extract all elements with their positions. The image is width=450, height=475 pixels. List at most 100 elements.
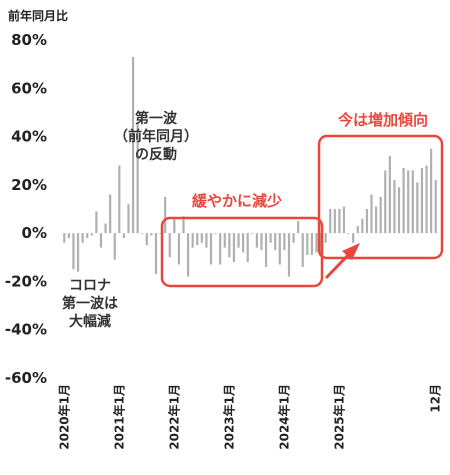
bar [338, 209, 341, 234]
bar [246, 233, 249, 263]
x-tick-label: 2025年1月 [331, 384, 346, 450]
y-tick-label: 80% [11, 31, 47, 49]
bar [141, 233, 144, 234]
x-axis-labels: 2020年1月 2021年1月 2022年1月 2023年1月 2024年1月 2025年… [56, 384, 442, 450]
x-tick-label: 2022年1月 [166, 384, 181, 450]
bar [109, 194, 112, 234]
x-tick-label: 2020年1月 [56, 384, 71, 450]
bar [329, 209, 332, 234]
y-tick-label: -60% [5, 369, 47, 387]
annotation-label: 今は増加傾向 [337, 111, 428, 129]
bar [113, 233, 116, 260]
bar [301, 233, 304, 267]
bar [104, 223, 107, 234]
x-tick-label: 2023年1月 [221, 384, 236, 450]
bar [154, 233, 158, 275]
bar [384, 170, 387, 234]
bar [411, 170, 414, 234]
bar [388, 155, 391, 234]
bar [430, 148, 433, 234]
bar [278, 233, 281, 265]
bar [402, 167, 405, 234]
bar [223, 233, 226, 248]
bar [242, 233, 245, 253]
increase-highlight-box [317, 134, 444, 260]
bar [333, 209, 336, 234]
annotation-line: 大幅減 [69, 313, 111, 330]
bar [375, 206, 378, 234]
bar [86, 233, 89, 238]
bar [425, 165, 428, 234]
annotation-line: 第一波 [135, 110, 178, 127]
bar [274, 233, 277, 251]
annotation-line: （前年同月） [114, 128, 198, 145]
bar [407, 170, 410, 234]
bar [136, 122, 139, 234]
bar [255, 233, 258, 248]
bar [72, 233, 75, 270]
bar [187, 233, 190, 277]
bar [118, 165, 121, 234]
bar [342, 206, 346, 234]
bar [232, 233, 236, 263]
trend-arrow [324, 243, 360, 280]
bar [356, 225, 359, 234]
bar [95, 211, 98, 234]
bar [173, 218, 176, 234]
bar [370, 194, 373, 234]
bar [416, 182, 419, 234]
x-tick-label: 12月 [429, 384, 443, 413]
bar [200, 233, 203, 243]
y-tick-label: 60% [11, 79, 47, 97]
bar [292, 233, 295, 243]
bar [228, 233, 231, 258]
bar [150, 233, 153, 236]
bar [283, 233, 286, 251]
bar [209, 233, 213, 265]
bar [365, 209, 369, 234]
bar [76, 233, 80, 272]
bar [159, 233, 162, 234]
annotation-line: 第一波は [62, 295, 118, 312]
bar [196, 233, 199, 246]
bar [264, 233, 268, 267]
bar-series [63, 56, 437, 277]
x-tick-label: 2021年1月 [111, 384, 126, 450]
bar [347, 233, 350, 234]
y-tick-label: -20% [5, 272, 47, 290]
y-tick-label: 0% [22, 224, 47, 242]
bar [168, 233, 171, 258]
y-axis-labels: 80% 60% 40% 20% 0% -20% -40% -60% [5, 31, 47, 387]
annotation-rebound: 第一波 （前年同月） の反動 [114, 110, 198, 163]
bar [237, 233, 240, 248]
bar [251, 233, 254, 234]
annotation-corona-first-wave: コロナ 第一波は 大幅減 [62, 278, 118, 330]
decline-highlight-box [160, 216, 324, 288]
bar [297, 221, 300, 234]
annotation-label: 緩やかに減少 [192, 192, 282, 210]
bar [81, 233, 84, 243]
annotation-line: コロナ [69, 278, 111, 294]
bar [145, 233, 148, 246]
bar [67, 233, 70, 238]
bar [214, 233, 217, 234]
bar [90, 233, 93, 236]
y-tick-label: -40% [5, 321, 47, 339]
bar [420, 167, 424, 234]
bar [306, 233, 309, 255]
bar [434, 180, 437, 234]
bar [393, 180, 396, 234]
bar [397, 187, 401, 234]
bar [310, 233, 313, 255]
bar [315, 233, 318, 253]
bar [205, 233, 208, 248]
annotation-increasing-trend: 今は増加傾向 [317, 111, 444, 260]
bar [287, 233, 291, 277]
bar [127, 204, 130, 234]
bar [122, 233, 125, 238]
bar [219, 233, 222, 265]
bar [63, 233, 66, 243]
y-tick-label: 20% [11, 176, 47, 194]
bar [99, 233, 103, 248]
